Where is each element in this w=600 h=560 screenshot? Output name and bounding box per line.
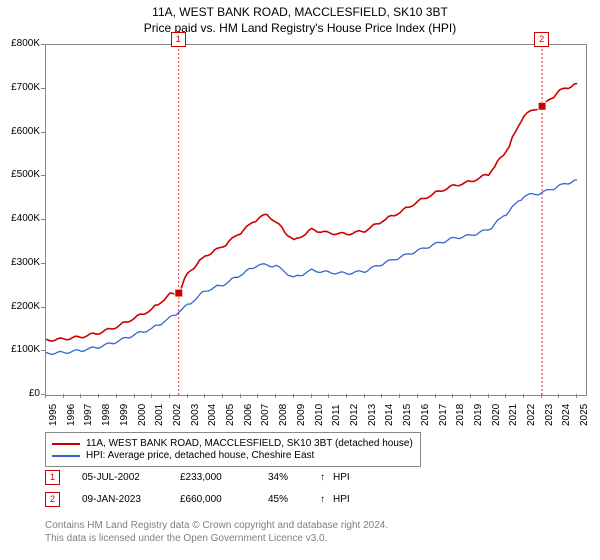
transaction-pct: 45% — [268, 494, 312, 505]
x-tick-label: 2005 — [225, 404, 236, 426]
y-tick-label: £200K — [0, 301, 40, 312]
x-tick-label: 2002 — [172, 404, 183, 426]
x-tick-label: 2023 — [544, 404, 555, 426]
y-tick-label: £100K — [0, 344, 40, 355]
x-tick-label: 2021 — [508, 404, 519, 426]
x-tick-label: 2001 — [154, 404, 165, 426]
x-tick-label: 1998 — [101, 404, 112, 426]
footer-line1: Contains HM Land Registry data © Crown c… — [45, 519, 388, 532]
x-tick-label: 2011 — [331, 404, 342, 426]
x-tick-label: 2003 — [190, 404, 201, 426]
x-tick-label: 2018 — [455, 404, 466, 426]
x-tick-label: 2013 — [367, 404, 378, 426]
legend-row-property: 11A, WEST BANK ROAD, MACCLESFIELD, SK10 … — [52, 438, 414, 449]
x-tick-label: 2015 — [402, 404, 413, 426]
x-tick-label: 2010 — [314, 404, 325, 426]
legend-label-property: 11A, WEST BANK ROAD, MACCLESFIELD, SK10 … — [86, 438, 413, 449]
x-tick-label: 1999 — [119, 404, 130, 426]
marker-label-2: 2 — [534, 32, 549, 47]
title-address: 11A, WEST BANK ROAD, MACCLESFIELD, SK10 … — [0, 4, 600, 20]
legend-swatch-property — [52, 443, 80, 445]
transaction-marker: 2 — [45, 492, 60, 507]
x-tick-label: 2020 — [491, 404, 502, 426]
x-tick-label: 1997 — [83, 404, 94, 426]
x-tick-label: 2007 — [260, 404, 271, 426]
y-tick-label: £800K — [0, 38, 40, 49]
x-tick-label: 1995 — [48, 404, 59, 426]
x-tick-label: 2009 — [296, 404, 307, 426]
x-tick-label: 2014 — [384, 404, 395, 426]
arrow-up-icon: ↑ — [320, 494, 325, 505]
footer-attribution: Contains HM Land Registry data © Crown c… — [45, 519, 388, 545]
x-tick-label: 2012 — [349, 404, 360, 426]
transaction-row: 1 05-JUL-2002 £233,000 34% ↑ HPI — [45, 470, 350, 485]
x-tick-label: 1996 — [66, 404, 77, 426]
transaction-price: £233,000 — [180, 472, 260, 483]
y-tick-label: £500K — [0, 169, 40, 180]
x-tick-label: 2006 — [243, 404, 254, 426]
plot-area — [45, 44, 587, 396]
x-tick-label: 2000 — [137, 404, 148, 426]
x-tick-label: 2004 — [207, 404, 218, 426]
x-tick-label: 2022 — [526, 404, 537, 426]
transaction-pct: 34% — [268, 472, 312, 483]
y-tick-label: £400K — [0, 213, 40, 224]
transaction-vs: HPI — [333, 472, 350, 483]
x-tick-label: 2017 — [438, 404, 449, 426]
arrow-up-icon: ↑ — [320, 472, 325, 483]
transaction-marker: 1 — [45, 470, 60, 485]
legend: 11A, WEST BANK ROAD, MACCLESFIELD, SK10 … — [45, 432, 421, 467]
legend-label-hpi: HPI: Average price, detached house, Ches… — [86, 450, 314, 461]
x-tick-label: 2008 — [278, 404, 289, 426]
transaction-date: 09-JAN-2023 — [82, 494, 172, 505]
x-tick-label: 2019 — [473, 404, 484, 426]
title-subtitle: Price paid vs. HM Land Registry's House … — [0, 20, 600, 36]
title-block: 11A, WEST BANK ROAD, MACCLESFIELD, SK10 … — [0, 0, 600, 36]
x-tick-label: 2016 — [420, 404, 431, 426]
y-tick-label: £300K — [0, 257, 40, 268]
y-tick-label: £600K — [0, 126, 40, 137]
plot-svg — [46, 45, 586, 395]
x-tick-label: 2024 — [561, 404, 572, 426]
footer-line2: This data is licensed under the Open Gov… — [45, 532, 388, 545]
legend-row-hpi: HPI: Average price, detached house, Ches… — [52, 450, 414, 461]
marker-label-1: 1 — [171, 32, 186, 47]
y-tick-label: £0 — [0, 388, 40, 399]
transaction-row: 2 09-JAN-2023 £660,000 45% ↑ HPI — [45, 492, 350, 507]
legend-swatch-hpi — [52, 455, 80, 457]
x-tick-label: 2025 — [579, 404, 590, 426]
transaction-price: £660,000 — [180, 494, 260, 505]
y-tick-label: £700K — [0, 82, 40, 93]
transaction-vs: HPI — [333, 494, 350, 505]
transaction-date: 05-JUL-2002 — [82, 472, 172, 483]
chart-container: 11A, WEST BANK ROAD, MACCLESFIELD, SK10 … — [0, 0, 600, 560]
